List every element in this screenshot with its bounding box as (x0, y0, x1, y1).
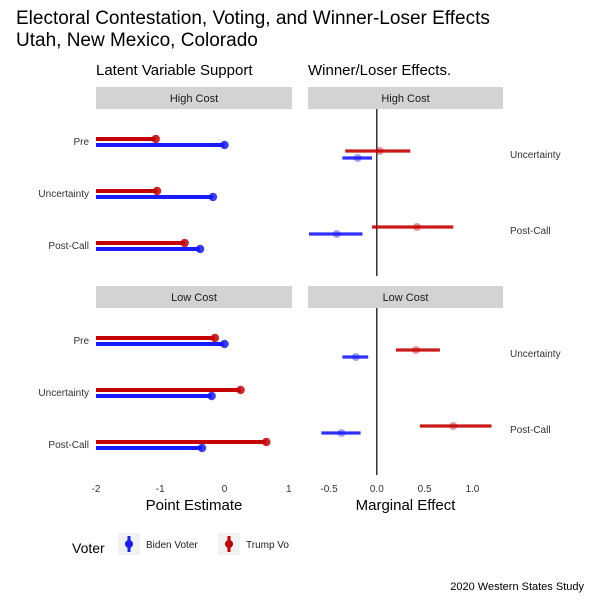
point-biden (220, 140, 229, 150)
point-trump (180, 238, 189, 248)
left-x-tick-label: -2 (92, 484, 101, 495)
right-category-label: Post-Call (510, 425, 551, 436)
estimate-biden (337, 429, 346, 437)
legend-label: Trump Vo (246, 540, 289, 551)
point-biden (220, 339, 229, 349)
strip-right-1 (308, 286, 503, 308)
right-x-tick-label: 0.0 (370, 484, 384, 495)
point-biden (208, 192, 218, 202)
right-category-label: Uncertainty (510, 150, 561, 161)
chart-subtitle: Utah, New Mexico, Colorado (16, 30, 258, 51)
left-category-label: Post-Call (48, 241, 89, 252)
legend-key-point (225, 540, 233, 548)
left-chart-title: Latent Variable Support (96, 62, 253, 79)
right-category-label: Uncertainty (510, 349, 561, 360)
strip-right-0 (308, 87, 503, 109)
estimate-biden (351, 353, 360, 361)
legend-key-point (125, 540, 133, 548)
estimate-biden (353, 154, 362, 162)
estimate-trump (375, 147, 384, 155)
right-chart-title: Winner/Loser Effects. (308, 62, 451, 79)
point-trump (236, 385, 245, 395)
left-category-label: Uncertainty (38, 189, 89, 200)
point-trump (151, 134, 160, 144)
estimate-biden (332, 230, 341, 238)
left-x-tick-label: 1 (286, 484, 292, 495)
left-category-label: Pre (73, 336, 89, 347)
strip-left-1 (96, 286, 292, 308)
right-category-label: Post-Call (510, 226, 551, 237)
legend-label: Biden Voter (146, 540, 198, 551)
right-x-axis-label: Marginal Effect (356, 497, 457, 514)
point-trump (210, 333, 220, 343)
left-category-label: Post-Call (48, 440, 89, 451)
left-x-tick-label: -1 (156, 484, 165, 495)
point-biden (207, 391, 216, 401)
point-biden (197, 443, 207, 453)
strip-left-0 (96, 87, 292, 109)
strip-label-left-0: High Cost (170, 93, 218, 105)
point-trump (262, 437, 271, 447)
estimate-trump (449, 422, 458, 430)
legend-title: Voter (72, 540, 105, 556)
left-x-axis-label: Point Estimate (146, 497, 243, 514)
chart-title: Electoral Contestation, Voting, and Winn… (16, 8, 490, 29)
left-category-label: Pre (73, 137, 89, 148)
strip-label-right-0: High Cost (381, 93, 429, 105)
strip-label-left-1: Low Cost (171, 292, 217, 304)
strip-label-right-1: Low Cost (383, 292, 429, 304)
right-x-tick-label: 1.0 (465, 484, 479, 495)
estimate-trump (412, 223, 421, 231)
estimate-trump (412, 346, 421, 354)
left-x-tick-label: 0 (222, 484, 228, 495)
point-trump (152, 186, 162, 196)
left-category-label: Uncertainty (38, 388, 89, 399)
right-x-tick-label: -0.5 (320, 484, 338, 495)
right-x-tick-label: 0.5 (418, 484, 432, 495)
chart-caption: 2020 Western States Study (450, 581, 584, 593)
point-biden (195, 244, 205, 254)
